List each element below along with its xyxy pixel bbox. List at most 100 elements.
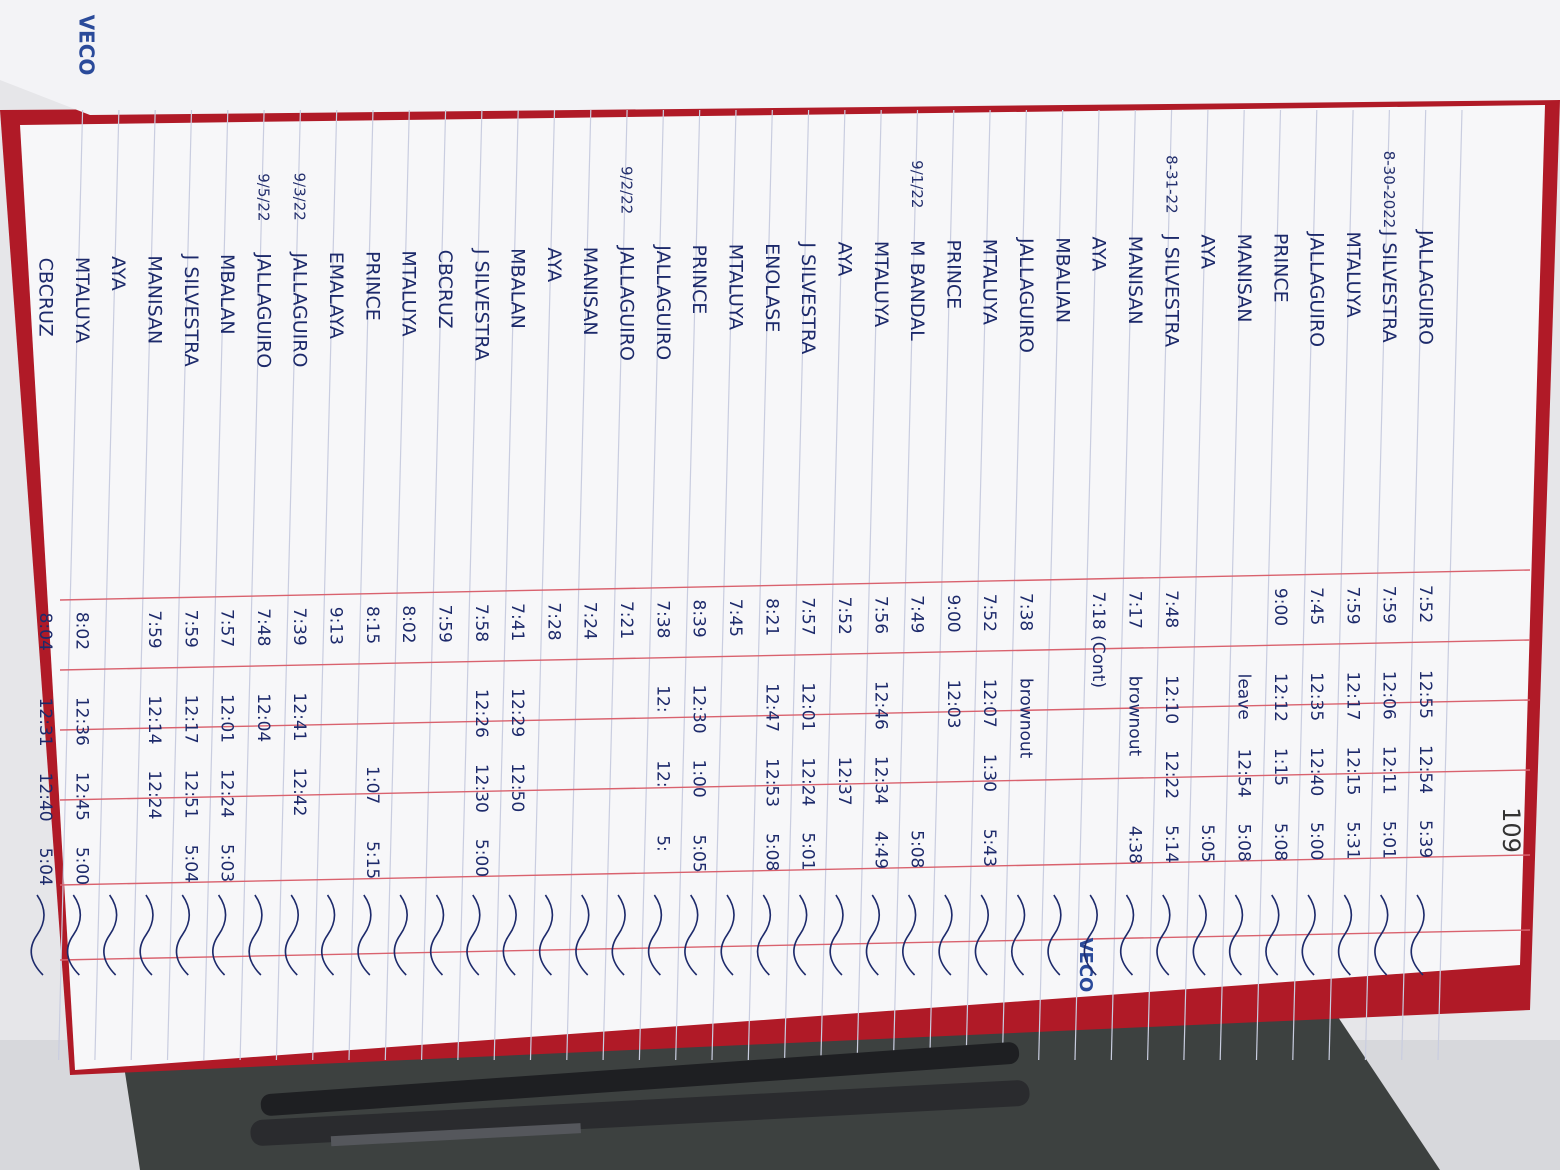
time-in: 7:59 bbox=[180, 610, 200, 648]
signature bbox=[103, 894, 118, 976]
ruled-line bbox=[1255, 109, 1282, 1061]
time-in: 7:17 bbox=[1124, 591, 1144, 629]
signature bbox=[248, 894, 263, 976]
signature bbox=[647, 894, 663, 976]
lunch-out: 12:04 bbox=[253, 693, 273, 742]
lunch-out: brownout bbox=[1124, 676, 1144, 757]
lunch-out: 12:55 bbox=[1415, 670, 1435, 719]
lunch-out: leave bbox=[1233, 674, 1253, 720]
time-in: 7:45 bbox=[1306, 587, 1326, 625]
time-in: 7:48 bbox=[253, 608, 273, 646]
ruled-line bbox=[275, 109, 301, 1061]
time-in: 7:59 bbox=[144, 610, 164, 648]
signature bbox=[393, 894, 408, 976]
name: JALLAGUIRO bbox=[289, 252, 311, 368]
name: AYA bbox=[1088, 237, 1110, 272]
signature bbox=[357, 894, 372, 976]
lunch-in: 12:45 bbox=[71, 772, 91, 821]
signature bbox=[429, 894, 445, 976]
lunch-out: 12: bbox=[652, 685, 672, 712]
ruled-line bbox=[58, 109, 84, 1061]
time-in: 7:38 bbox=[652, 600, 672, 638]
time-in: 7:59 bbox=[1342, 586, 1362, 624]
name: JALLAGUIRO bbox=[1015, 237, 1037, 353]
lunch-out: 12:30 bbox=[689, 685, 709, 734]
name: PRINCE bbox=[688, 245, 710, 315]
ruled-line bbox=[457, 109, 483, 1061]
brand-logo: VECO bbox=[1075, 938, 1096, 993]
name: MTALUYA bbox=[1342, 231, 1364, 317]
time-in: 8:15 bbox=[362, 606, 382, 644]
name: PRINCE bbox=[1269, 233, 1291, 303]
lunch-in: 12:15 bbox=[1342, 746, 1362, 795]
time-in: 7:28 bbox=[543, 602, 563, 640]
signature bbox=[938, 894, 953, 976]
time-out: 5:04 bbox=[35, 848, 55, 886]
name: ENOLASE bbox=[761, 243, 783, 332]
time-out: 4:49 bbox=[870, 831, 890, 869]
name: J SILVESTRA bbox=[797, 241, 819, 354]
signature bbox=[1374, 894, 1389, 976]
signature bbox=[1083, 894, 1098, 976]
lunch-in: 1:30 bbox=[979, 754, 999, 792]
date: 8-31-22 bbox=[1162, 155, 1180, 214]
ruled-line bbox=[166, 109, 193, 1061]
lunch-out: 12:17 bbox=[1342, 671, 1362, 720]
margin-line bbox=[59, 769, 1531, 801]
ruled-line bbox=[348, 109, 374, 1061]
name: JALLAGUIRO bbox=[1415, 229, 1437, 345]
ruled-line bbox=[929, 109, 955, 1061]
time-in: 7:56 bbox=[870, 596, 890, 634]
signature bbox=[865, 894, 881, 976]
name: MANISAN bbox=[1124, 236, 1146, 325]
ruled-line bbox=[1292, 109, 1318, 1061]
signature bbox=[30, 894, 45, 976]
page-number: 109 bbox=[1497, 807, 1525, 853]
date: 8-30-2022 bbox=[1380, 151, 1398, 229]
lunch-out: 12:41 bbox=[289, 693, 309, 742]
time-in: 7:38 bbox=[1016, 593, 1036, 631]
signature bbox=[1047, 894, 1062, 976]
time-out: 4:38 bbox=[1124, 826, 1144, 864]
time-in: 8:02 bbox=[398, 605, 418, 643]
name: J SILVESTRA bbox=[470, 248, 492, 361]
margin-line bbox=[59, 569, 1531, 601]
time-in: 7:57 bbox=[798, 597, 818, 635]
lunch-out: 12:03 bbox=[943, 679, 963, 728]
lunch-out: 12:29 bbox=[507, 688, 527, 737]
time-out: 5:01 bbox=[1379, 821, 1399, 859]
time-out: 5:01 bbox=[798, 832, 818, 870]
ruled-line bbox=[1328, 109, 1354, 1061]
time-in: 7:52 bbox=[834, 597, 854, 635]
name: JALLAGUIRO bbox=[616, 245, 638, 361]
name: J SILVESTRA bbox=[1378, 230, 1400, 343]
ruled-line bbox=[965, 109, 991, 1061]
time-out: 5:03 bbox=[217, 844, 237, 882]
name: MBALAN bbox=[216, 254, 238, 335]
lunch-out: 12:06 bbox=[1379, 671, 1399, 720]
name: PRINCE bbox=[942, 239, 964, 309]
signature bbox=[66, 894, 82, 976]
time-in: 7:57 bbox=[217, 609, 237, 647]
name: CBCRUZ bbox=[35, 258, 57, 337]
time-out: 5:04 bbox=[180, 845, 200, 883]
lunch-in: 12:24 bbox=[798, 757, 818, 806]
name: AYA bbox=[543, 247, 565, 282]
name: AYA bbox=[1197, 234, 1219, 269]
lunch-in: 12:24 bbox=[217, 769, 237, 818]
time-in: 7:52 bbox=[1415, 585, 1435, 623]
lunch-in: 12:30 bbox=[471, 764, 491, 813]
lunch-in: 12:54 bbox=[1415, 745, 1435, 794]
time-in: 7:24 bbox=[580, 602, 600, 640]
signature bbox=[1192, 894, 1207, 976]
ruled-line bbox=[856, 109, 882, 1061]
time-in: 7:59 bbox=[1379, 586, 1399, 624]
signature bbox=[139, 894, 154, 976]
lunch-in: 12:22 bbox=[1161, 750, 1181, 799]
ruled-line bbox=[384, 109, 410, 1061]
lunch-in: 12:53 bbox=[761, 758, 781, 807]
lunch-out: 12:10 bbox=[1161, 675, 1181, 724]
time-in: 7:41 bbox=[507, 603, 527, 641]
ruled-line bbox=[239, 109, 265, 1061]
